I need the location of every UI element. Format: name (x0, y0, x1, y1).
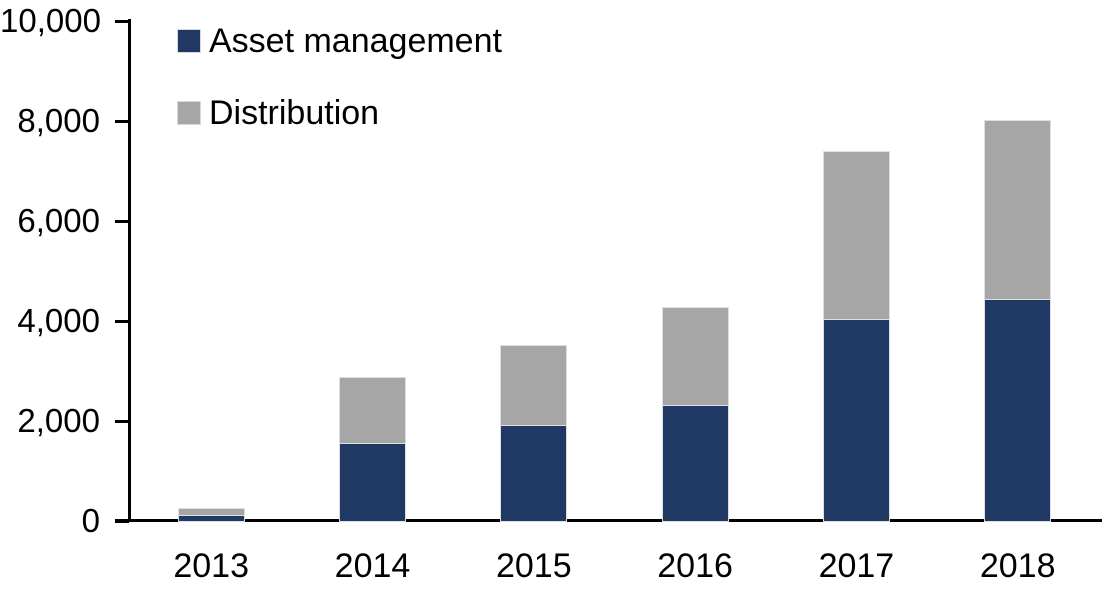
x-tick-label-2018: 2018 (979, 547, 1056, 585)
x-axis-line (115, 519, 1102, 522)
bar-segment-distribution-2017 (822, 151, 890, 320)
legend-swatch-distribution-icon (177, 101, 201, 125)
legend-item-distribution: Distribution (177, 94, 502, 132)
y-tick (115, 120, 129, 123)
x-tick-label-2013: 2013 (173, 547, 249, 585)
legend-swatch-asset-management-icon (177, 29, 201, 53)
bar-segment-asset-management-2015 (500, 424, 568, 522)
y-tick (115, 20, 129, 23)
y-tick (115, 420, 129, 423)
x-tick-label-2017: 2017 (818, 547, 895, 585)
x-tick-label-2015: 2015 (495, 547, 572, 585)
bar-segment-distribution-2014 (339, 377, 406, 444)
y-tick-label: 6,000 (17, 202, 100, 239)
legend-label-asset-management: Asset management (209, 22, 502, 60)
bar-segment-asset-management-2016 (661, 403, 729, 522)
bar-segment-asset-management-2014 (339, 442, 406, 522)
bar-segment-asset-management-2013 (177, 513, 245, 522)
legend: Asset management Distribution (177, 22, 502, 168)
y-tick (115, 220, 129, 223)
legend-label-distribution: Distribution (209, 94, 380, 132)
bar-segment-asset-management-2018 (984, 298, 1052, 522)
x-tick-label-2016: 2016 (657, 547, 733, 585)
y-axis-line (128, 19, 131, 522)
y-tick (115, 320, 129, 323)
bar-segment-distribution-2016 (661, 307, 729, 406)
y-tick-label: 0 (81, 502, 100, 539)
bar-segment-distribution-2015 (500, 345, 568, 426)
bar-segment-distribution-2018 (984, 120, 1052, 300)
y-tick-label: 4,000 (17, 302, 100, 339)
x-tick-label-2014: 2014 (334, 547, 411, 585)
y-tick (115, 520, 129, 523)
bar-segment-distribution-2013 (177, 508, 245, 516)
y-tick-label: 8,000 (17, 102, 100, 139)
y-tick-label: 10,000 (0, 2, 101, 39)
bar-segment-asset-management-2017 (822, 318, 890, 522)
y-tick-label: 2,000 (17, 402, 100, 439)
legend-item-asset-management: Asset management (177, 22, 502, 60)
